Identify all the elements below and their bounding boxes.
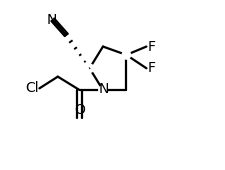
Text: O: O bbox=[74, 103, 85, 117]
Text: N: N bbox=[47, 13, 57, 27]
Circle shape bbox=[122, 51, 130, 59]
Text: F: F bbox=[147, 40, 155, 54]
Circle shape bbox=[98, 86, 107, 94]
Text: N: N bbox=[98, 82, 108, 96]
Text: F: F bbox=[147, 61, 155, 75]
Circle shape bbox=[85, 64, 93, 72]
Text: Cl: Cl bbox=[25, 81, 38, 95]
